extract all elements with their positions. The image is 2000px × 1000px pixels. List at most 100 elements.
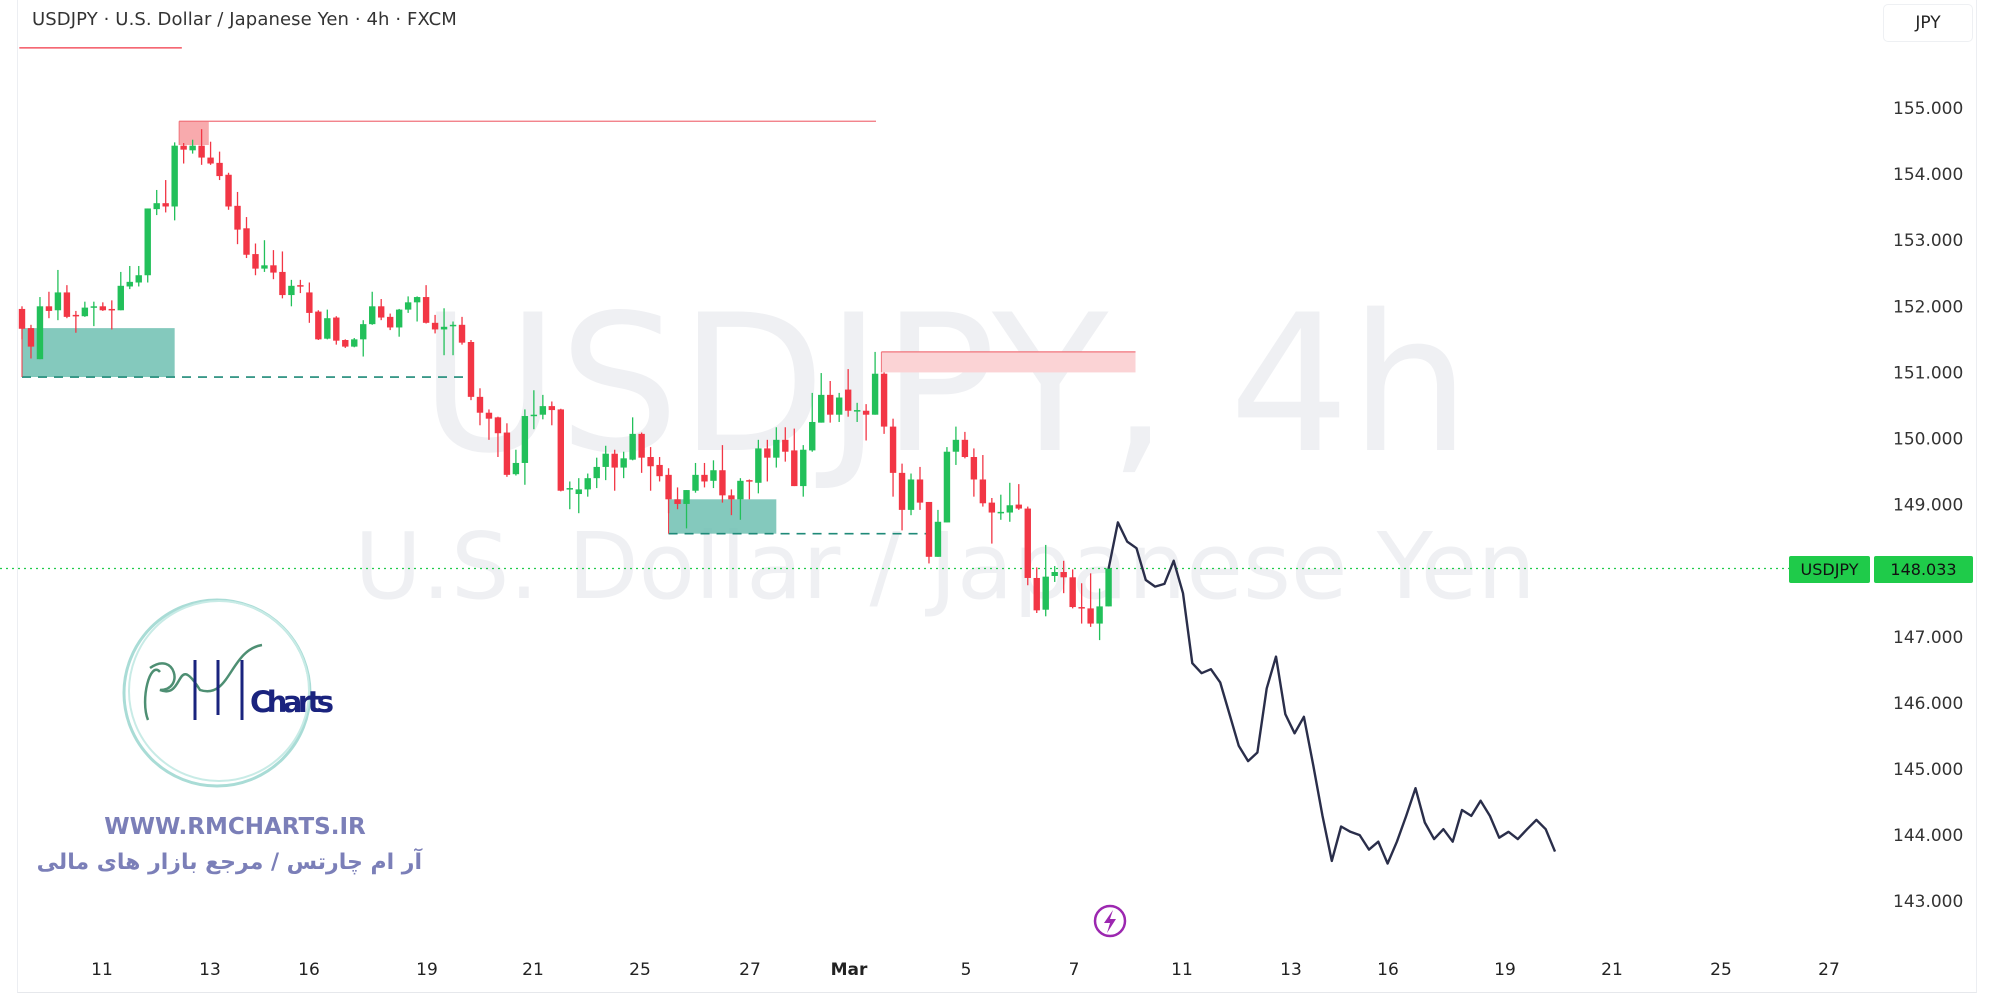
candle <box>952 426 960 465</box>
candle-body <box>530 414 538 417</box>
candle <box>422 285 430 324</box>
date-tick-label: 27 <box>1818 960 1840 980</box>
candle-body <box>503 432 511 475</box>
candle-body <box>925 501 933 557</box>
candle-body <box>737 480 744 500</box>
candle <box>27 324 35 359</box>
candle-body <box>575 489 582 495</box>
watermark-line2: U.S. Dollar / Japanese Yen <box>354 513 1535 620</box>
candle <box>755 439 762 494</box>
candle-body <box>773 439 780 458</box>
candle-body <box>916 479 924 503</box>
candle-body <box>90 306 98 308</box>
candle <box>440 308 448 356</box>
candle-body <box>99 306 107 311</box>
price-tick-label: 149.000 <box>1893 496 1963 516</box>
date-tick-label: 27 <box>739 960 761 980</box>
candle <box>126 265 133 290</box>
date-tick-label: 25 <box>1710 960 1732 980</box>
candle <box>99 302 107 311</box>
candle-body <box>162 203 169 207</box>
candle <box>889 418 897 497</box>
candle <box>620 451 627 479</box>
candle <box>629 417 636 461</box>
candle-body <box>234 205 241 230</box>
candle-body <box>1105 568 1112 607</box>
price-tick-label: 154.000 <box>1893 165 1963 185</box>
candle <box>943 447 951 523</box>
candle-body <box>566 488 573 490</box>
candle <box>1096 588 1103 641</box>
candle <box>907 473 915 516</box>
candle-body <box>189 145 196 151</box>
candle <box>476 388 484 426</box>
logo-website[interactable]: WWW.RMCHARTS.IR <box>104 814 366 840</box>
candle-body <box>943 451 951 523</box>
candle-body <box>36 306 44 360</box>
candle <box>189 139 196 154</box>
date-tick-label: 25 <box>629 960 651 980</box>
candle <box>458 316 466 345</box>
candle-body <box>135 275 142 283</box>
price-axis[interactable]: 155.000 154.000 153.000 152.000 151.000 150.0… <box>1893 99 1963 912</box>
candle <box>413 296 421 322</box>
candle <box>1015 484 1022 510</box>
candle-body <box>270 265 277 273</box>
candle <box>261 240 268 272</box>
candle-body <box>431 322 439 330</box>
candle <box>602 445 609 481</box>
candle-body <box>422 297 430 323</box>
candle-body <box>746 480 753 482</box>
currency-button[interactable]: JPY <box>1883 4 1973 42</box>
candle <box>809 392 816 452</box>
candle <box>970 448 978 497</box>
candle-body <box>476 396 484 413</box>
candle-body <box>764 448 771 458</box>
candle <box>180 143 187 164</box>
candle <box>1105 568 1112 607</box>
candle <box>728 489 735 516</box>
time-axis[interactable]: 11 13 16 19 21 25 27 Mar 5 7 11 13 16 19 21 25 27 <box>91 960 1840 980</box>
candle-body <box>970 457 978 480</box>
candle <box>351 338 358 348</box>
candle <box>530 390 538 430</box>
candle-body <box>351 339 358 347</box>
price-tick-label: 150.000 <box>1893 430 1963 450</box>
date-tick-label: 13 <box>199 960 221 980</box>
date-tick-label: 13 <box>1280 960 1302 980</box>
candle <box>871 351 879 415</box>
candle-body <box>512 462 520 475</box>
date-tick-label: 21 <box>522 960 544 980</box>
candle-body <box>809 421 816 451</box>
candle <box>297 279 304 294</box>
candle-body <box>1033 577 1040 611</box>
candle <box>1069 569 1076 609</box>
candle <box>835 392 843 422</box>
candle-body <box>144 208 151 276</box>
candle-body <box>1096 606 1103 624</box>
candle-body <box>907 479 915 510</box>
candle-body <box>952 439 960 452</box>
candle <box>45 291 53 319</box>
candle-body <box>360 324 367 340</box>
candle <box>1060 560 1067 594</box>
candle-body <box>81 307 89 317</box>
candle <box>54 269 62 321</box>
candle-body <box>827 394 834 415</box>
candle-body <box>306 292 313 313</box>
candle-body <box>548 406 556 411</box>
date-tick-label: 7 <box>1069 960 1080 980</box>
candle <box>1006 482 1013 522</box>
candle <box>593 457 600 489</box>
candle-body <box>63 292 71 317</box>
lightning-icon[interactable] <box>1093 904 1127 938</box>
candle-body <box>638 433 645 458</box>
candle <box>746 479 753 500</box>
candle-body <box>853 410 861 412</box>
demand-zone <box>22 328 175 378</box>
date-tick-label: 21 <box>1601 960 1623 980</box>
candle-body <box>288 285 295 296</box>
candle-body <box>72 314 80 317</box>
date-tick-label: 11 <box>91 960 113 980</box>
